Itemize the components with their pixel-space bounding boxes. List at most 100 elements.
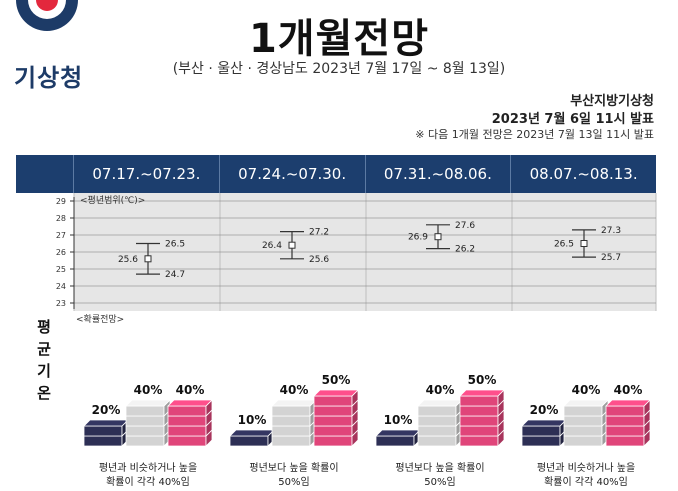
block-top [313, 389, 359, 397]
similar-stack-block [563, 399, 609, 417]
week-header-4: 08.07.~08.13. [529, 165, 638, 183]
chart-title: <평년범위(℃)> [80, 195, 145, 206]
week-header-2: 07.24.~07.30. [220, 155, 366, 193]
block-front [605, 425, 645, 437]
block-front [313, 425, 353, 437]
mean-label: 25.6 [118, 255, 138, 265]
section-label-char: 온 [37, 384, 51, 402]
mean-marker [434, 233, 442, 241]
block-front [271, 425, 311, 437]
block-front [563, 425, 603, 437]
below-stack-block [521, 419, 567, 437]
block-front [313, 415, 353, 427]
block-front [167, 415, 207, 427]
above-stack-block [313, 389, 359, 407]
block-front [167, 435, 207, 447]
prob-stack-week-2: 10% 40% 50% [229, 373, 359, 447]
mean-label: 26.4 [262, 241, 282, 251]
below-pct-label: 20% [530, 403, 559, 417]
prob-stack-week-1: 20% 40% 40% [83, 383, 213, 447]
block-front [459, 425, 499, 437]
caption-line-1: 평년과 비슷하거나 높을 [98, 463, 198, 474]
temperature-range-chart: 23 24 25 26 27 28 29 26.5 24.7 25.6 27.2 25.6 26.4 2… [56, 193, 657, 311]
issuer: 부산지방기상청 [570, 94, 654, 109]
similar-stack-block [125, 399, 171, 417]
above-stack-block [167, 399, 213, 417]
similar-stack-block [271, 399, 317, 417]
caption-line-2: 50%임 [424, 477, 456, 488]
below-pct-label: 20% [92, 403, 121, 417]
block-front [563, 415, 603, 427]
block-top [83, 419, 129, 427]
block-front [459, 395, 499, 407]
block-top [605, 399, 651, 407]
y-tick-label: 25 [56, 265, 66, 274]
probability-title: <확률전망> [76, 315, 125, 325]
block-front [417, 415, 457, 427]
above-stack-block [459, 409, 505, 427]
mean-marker [144, 255, 152, 263]
below-stack-block [229, 429, 275, 447]
y-tick-label: 23 [56, 299, 66, 308]
block-front [125, 425, 165, 437]
block-front [563, 435, 603, 447]
prob-week-2: 10% 40% 50% [220, 360, 368, 464]
block-front [83, 435, 123, 447]
block-front [83, 425, 123, 437]
caption-line-1: 평년과 비슷하거나 높을 [536, 463, 636, 474]
prob-stack-week-3: 10% 40% 50% [375, 373, 505, 447]
page-subtitle: (부산 · 울산 · 경상남도 2023년 7월 17일 ~ 8월 13일) [172, 61, 506, 77]
block-front [229, 435, 269, 447]
below-pct-label: 10% [238, 413, 267, 427]
section-label-char: 기 [37, 362, 51, 380]
prob-stack-week-4: 20% 40% 40% [521, 383, 651, 447]
y-tick-label: 24 [56, 282, 66, 291]
block-front [271, 405, 311, 417]
block-front [521, 435, 561, 447]
high-label: 27.3 [601, 226, 621, 236]
caption-line-1: 평년보다 높을 확률이 [249, 463, 339, 474]
week-header-1: 07.17.~07.23. [74, 155, 220, 193]
above-pct-label: 40% [176, 383, 205, 397]
section-label-char: 평 [37, 318, 51, 336]
y-tick-label: 27 [56, 231, 66, 240]
similar-pct-label: 40% [426, 383, 455, 397]
y-tick-label: 26 [56, 248, 66, 257]
block-front [167, 425, 207, 437]
y-tick-label: 28 [56, 214, 66, 223]
caption-line-2: 50%임 [278, 477, 310, 488]
block-front [125, 405, 165, 417]
header-lead-cell [16, 155, 74, 193]
high-label: 27.6 [455, 221, 475, 231]
prob-week-3: 10% 40% 50% [366, 360, 514, 464]
above-pct-label: 50% [468, 373, 497, 387]
low-label: 25.6 [309, 255, 329, 265]
block-top [271, 399, 317, 407]
block-front [125, 415, 165, 427]
caption-line-2: 확률이 각각 40%임 [106, 477, 190, 488]
logo-text: 기상청 [14, 64, 84, 92]
kma-emblem-icon [16, 0, 78, 31]
block-front [459, 415, 499, 427]
low-label: 25.7 [601, 253, 621, 263]
block-front [417, 405, 457, 417]
block-front [313, 405, 353, 417]
similar-stack-block [417, 399, 463, 417]
block-top [459, 389, 505, 397]
block-top [417, 399, 463, 407]
issued-date: 2023년 7월 6일 11시 발표 [491, 112, 654, 127]
above-stack-block [605, 429, 651, 447]
block-front [313, 395, 353, 407]
section-label-char: 균 [37, 340, 51, 358]
block-front [375, 435, 415, 447]
block-front [605, 415, 645, 427]
next-notice: ※ 다음 1개월 전망은 2023년 7월 13일 11시 발표 [415, 128, 654, 141]
block-top [563, 399, 609, 407]
prob-caption-week-3: 평년보다 높을 확률이 50%임 [366, 462, 514, 490]
similar-pct-label: 40% [280, 383, 309, 397]
prob-caption-week-1: 평년과 비슷하거나 높을 확률이 각각 40%임 [74, 462, 222, 490]
mean-marker [288, 241, 296, 249]
above-stack-block [167, 419, 213, 437]
prob-week-1: 20% 40% 40% [74, 360, 222, 464]
